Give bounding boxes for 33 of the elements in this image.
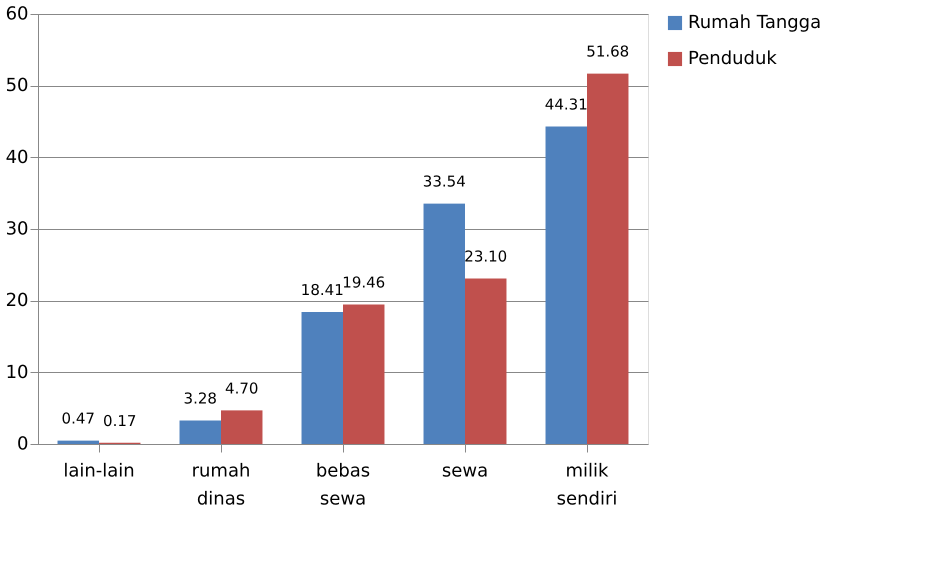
y-tick-label: 0 xyxy=(17,434,28,454)
x-tick-label: bebas sewa xyxy=(316,460,370,510)
data-label: 18.41 xyxy=(300,281,344,300)
data-label: 0.47 xyxy=(62,410,95,428)
legend-label: Penduduk xyxy=(688,48,778,69)
bar xyxy=(465,278,506,444)
x-tick-label: milik sendiri xyxy=(556,460,618,510)
bar xyxy=(587,74,628,444)
bar xyxy=(424,204,465,444)
bar xyxy=(180,420,221,444)
data-label: 33.54 xyxy=(422,172,466,191)
data-label: 51.68 xyxy=(586,42,630,61)
x-tick-label: lain-lain xyxy=(63,460,135,482)
y-tick-label: 30 xyxy=(6,218,28,240)
data-label: 23.10 xyxy=(464,247,508,266)
bar xyxy=(546,126,587,444)
bar xyxy=(221,410,262,444)
bar xyxy=(302,312,343,444)
bar xyxy=(58,440,99,444)
data-label: 4.70 xyxy=(225,379,258,398)
legend-label: Rumah Tangga xyxy=(688,12,822,33)
y-tick-label: 10 xyxy=(6,362,28,383)
y-tick-label: 50 xyxy=(6,75,28,96)
y-tick-label: 20 xyxy=(6,290,28,312)
bar xyxy=(343,304,384,444)
data-label: 19.46 xyxy=(342,274,386,292)
y-tick-label: 40 xyxy=(6,146,28,168)
data-label: 0.17 xyxy=(103,412,136,430)
y-tick-label: 60 xyxy=(6,4,28,24)
x-tick-label: rumah dinas xyxy=(192,460,250,510)
x-tick-label: sewa xyxy=(442,460,488,482)
data-label: 44.31 xyxy=(544,95,588,114)
data-label: 3.28 xyxy=(184,389,217,408)
